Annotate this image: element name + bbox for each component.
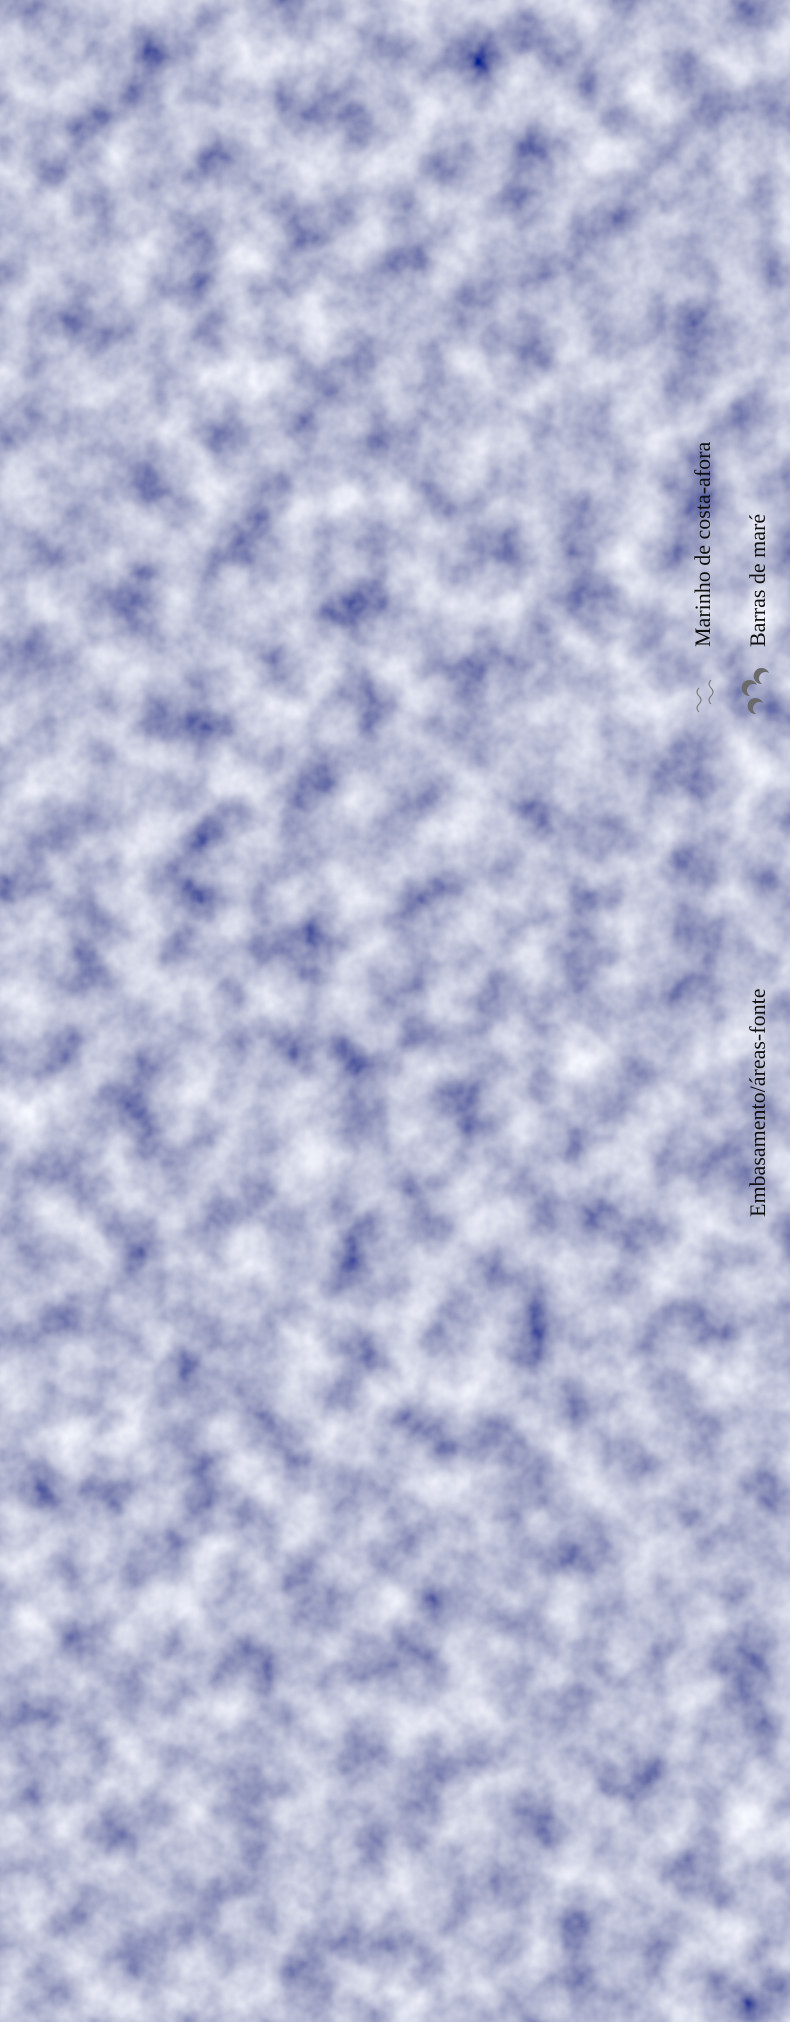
legend-label: Pântanos/Turfeiras: [690, 1052, 715, 1217]
panel: JazidaCapanê Jazida Candiotacamadas Candi…: [8, 672, 660, 992]
tidal-bar: [748, 698, 763, 714]
coastal-barrier: [253, 1441, 285, 1509]
legend-label: Marinho de costa-afora: [690, 442, 715, 647]
annotation: camadas Candiota: [595, 831, 610, 952]
panel-label: C: [18, 959, 51, 980]
legend-label: Barras de maré: [745, 514, 770, 647]
panel-label: D: [18, 637, 51, 660]
legend-title: Legenda:: [715, 1920, 740, 2002]
landscape-frame: ABJazidaCapanêJazida Candiotacamadas Can…: [8, 8, 774, 2014]
legend-label: Barreira litorânea: [690, 1562, 715, 1717]
annotation: Jazida Candiota: [579, 851, 594, 953]
annotation: camadas superiores: [605, 521, 620, 652]
legend-icon: [693, 1736, 717, 1788]
marine-mark: [697, 688, 701, 712]
legend: Legenda: Barreira litorânea Deltas/Planíci…: [690, 442, 774, 2002]
annotation: Jazida Iruí: [319, 548, 334, 613]
legend-label: Embasamento/áreas-fonte: [745, 989, 770, 1217]
coastal-barrier: [291, 1118, 323, 1186]
legend-icon: [692, 1236, 718, 1288]
coastal-barrier: [249, 1053, 281, 1121]
annotation: Jazida: [289, 914, 304, 953]
annotation: Morungava/Chico Lomã: [305, 169, 320, 322]
page: {"panels": [ {"label": "A", "annotations…: [0, 0, 790, 2022]
coastal-barrier: [321, 728, 353, 796]
annotation: Capanê: [305, 902, 320, 952]
coastal-barrier: [282, 468, 314, 536]
coastal-barrier: [272, 1687, 304, 1755]
panel-label: B: [18, 1289, 51, 1310]
coastal-barrier: [245, 398, 277, 466]
annotation: Jazida Candiota: [589, 551, 604, 653]
annotation: Jazida: [29, 224, 44, 263]
coastal-barrier: [235, 788, 267, 856]
coastal-barrier: [242, 1810, 274, 1878]
annotation: Jazidas Leão e: [339, 230, 354, 323]
coastal-barrier: [305, 66, 337, 134]
tidal-bar: [754, 668, 769, 684]
tidal-bar: [742, 680, 757, 696]
annotation: São Jerônimo: [355, 236, 370, 322]
figure: ABJazidaCapanêJazida Candiotacamadas Can…: [0, 0, 790, 2022]
panel-label: A: [18, 1980, 51, 2002]
annotation: Jazidas Sta. Terezinha e: [289, 169, 304, 323]
coastal-barrier: [222, 128, 254, 196]
marine-mark: [709, 680, 713, 704]
panel: A: [8, 1322, 660, 2014]
annotation: Faxinal: [374, 87, 389, 132]
legend-label: Deltas/Planície de maré: [745, 1508, 770, 1717]
coastal-barrier: [259, 1564, 291, 1632]
annotation: Sul-Catarinense: [45, 159, 60, 262]
panel-label: E: [18, 301, 51, 320]
legend-icon: [746, 1236, 774, 1288]
panel: B: [8, 992, 660, 1322]
panel: JazidaSul-Catarinense Jazidas Sta. Terezi…: [8, 8, 660, 332]
